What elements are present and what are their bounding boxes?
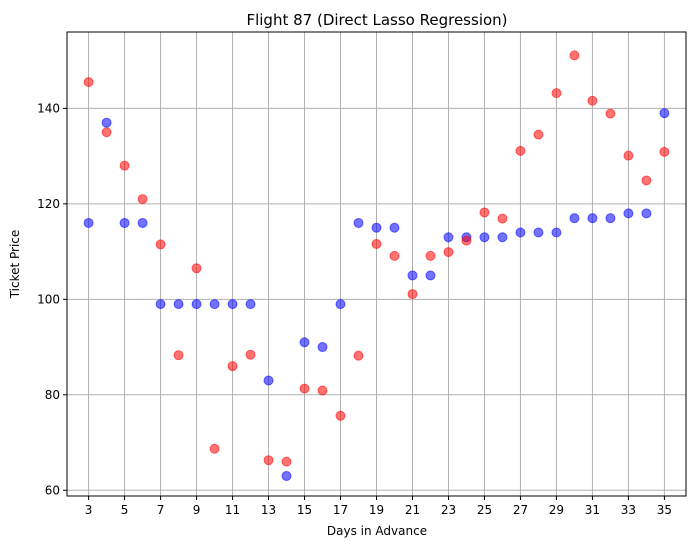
series-1-point <box>155 239 166 250</box>
series-1-point <box>353 350 364 361</box>
series-0-point <box>191 299 202 310</box>
series-1-point <box>335 410 346 421</box>
series-1-point <box>515 145 526 156</box>
series-1-point <box>605 108 616 119</box>
series-1-point <box>551 88 562 99</box>
series-1-point <box>299 383 310 394</box>
series-0-point <box>623 208 634 219</box>
y-axis-label: Ticket Price <box>8 230 22 300</box>
series-0-point <box>335 299 346 310</box>
y-axis-ticks: 60 80 100 120 140 <box>37 101 67 497</box>
x-tick-label: 19 <box>369 503 384 517</box>
series-0-point <box>155 299 166 310</box>
series-1-point <box>659 146 670 157</box>
series-0-point <box>497 232 508 243</box>
series-1-point <box>245 349 256 360</box>
series-1-point <box>263 455 274 466</box>
y-tick-label: 60 <box>45 483 60 497</box>
x-tick-label: 11 <box>225 503 240 517</box>
series-1-point <box>83 77 94 88</box>
series-1-point <box>209 443 220 454</box>
series-0-point <box>227 299 238 310</box>
series-0-point <box>425 270 436 281</box>
series-1-point <box>101 127 112 138</box>
series-0-point <box>551 227 562 238</box>
series-1-point <box>281 456 292 467</box>
series-0-point <box>389 222 400 233</box>
series-0-point <box>281 470 292 481</box>
series-0-point <box>641 208 652 219</box>
x-tick-label: 27 <box>513 503 528 517</box>
chart-title: Flight 87 (Direct Lasso Regression) <box>246 11 507 29</box>
series-0-point <box>137 217 148 228</box>
x-tick-label: 35 <box>657 503 672 517</box>
grid-lines <box>67 32 686 496</box>
series-1-point <box>425 250 436 261</box>
series-0-point <box>443 232 454 243</box>
series-1-point <box>623 150 634 161</box>
series-1-point <box>371 238 382 249</box>
x-tick-label: 5 <box>121 503 129 517</box>
series-0-point <box>587 213 598 224</box>
series-0-point <box>173 299 184 310</box>
series-1-point <box>227 361 238 372</box>
series-0-point <box>569 213 580 224</box>
series-1-point <box>119 160 130 171</box>
y-tick-label: 120 <box>37 197 60 211</box>
series-1-point <box>641 175 652 186</box>
x-tick-label: 13 <box>261 503 276 517</box>
series-0-point <box>353 217 364 228</box>
x-tick-label: 25 <box>477 503 492 517</box>
series-1-point <box>443 247 454 258</box>
series-1-point <box>533 129 544 140</box>
x-tick-label: 31 <box>585 503 600 517</box>
series-1-point <box>407 289 418 300</box>
x-tick-label: 21 <box>405 503 420 517</box>
x-tick-label: 7 <box>157 503 165 517</box>
series-0-point <box>407 270 418 281</box>
series-0-point <box>371 222 382 233</box>
x-axis-ticks: 3 5 7 9 11 13 15 17 19 21 23 25 27 29 31 33 35 <box>85 496 672 517</box>
x-tick-label: 23 <box>441 503 456 517</box>
series-0-point <box>479 232 490 243</box>
series-1-point <box>317 385 328 396</box>
series-0-point <box>659 108 670 119</box>
y-tick-label: 100 <box>37 292 60 306</box>
series-1-point <box>479 207 490 218</box>
series-0-point <box>263 375 274 386</box>
series-0-point <box>83 217 94 228</box>
series-1-point <box>569 50 580 61</box>
series-0-point <box>119 217 130 228</box>
series-0-point <box>533 227 544 238</box>
series-1-point <box>137 194 148 205</box>
x-tick-label: 3 <box>85 503 93 517</box>
series-1-point <box>497 213 508 224</box>
y-tick-label: 140 <box>37 101 60 115</box>
x-axis-label: Days in Advance <box>327 524 427 538</box>
x-tick-label: 9 <box>193 503 201 517</box>
x-tick-label: 29 <box>549 503 564 517</box>
series-0-point <box>299 337 310 348</box>
series-1-point <box>461 235 472 246</box>
series-1-point <box>389 250 400 261</box>
series-1-point <box>587 95 598 106</box>
x-tick-label: 33 <box>621 503 636 517</box>
series-0-point <box>515 227 526 238</box>
series-1-point <box>191 263 202 274</box>
series-0-point <box>245 299 256 310</box>
x-tick-label: 17 <box>333 503 348 517</box>
data-points <box>83 50 670 481</box>
series-1-point <box>173 350 184 361</box>
series-0-point <box>317 342 328 353</box>
series-0-point <box>209 299 220 310</box>
series-0-point <box>101 117 112 128</box>
x-tick-label: 15 <box>297 503 312 517</box>
y-tick-label: 80 <box>45 388 60 402</box>
series-0-point <box>605 213 616 224</box>
